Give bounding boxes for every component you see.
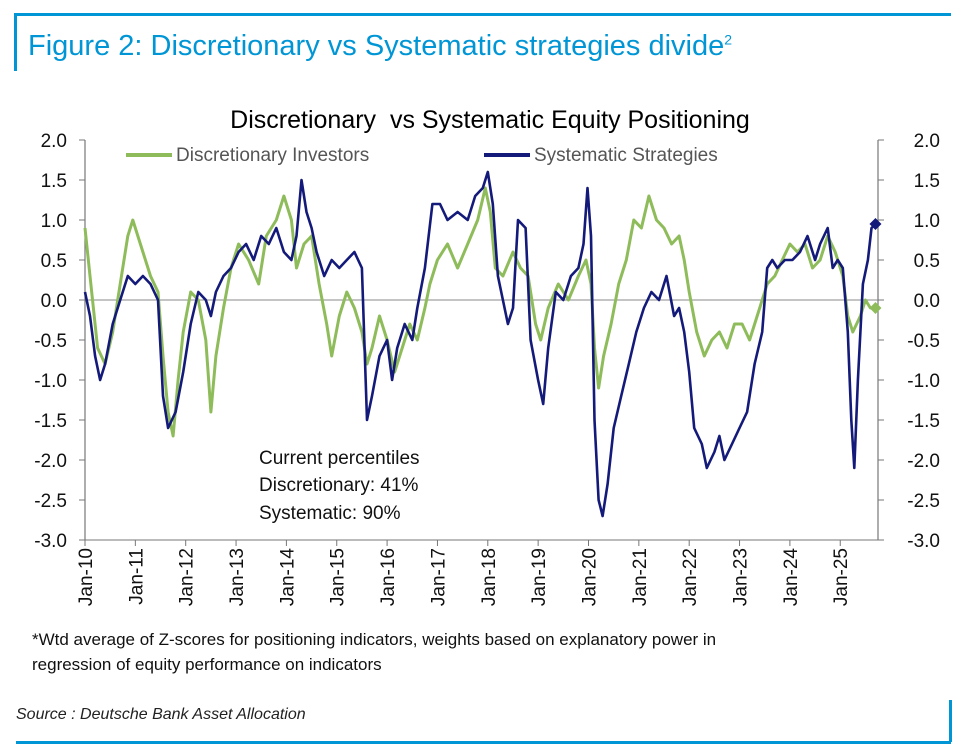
left-y-tick-label: -1.0 [34,371,67,392]
right-border [949,700,952,742]
discretionary-last-marker [869,302,882,314]
annotation-line-2: Discretionary: 41% [259,475,419,496]
footnote-mark: 2 [724,31,733,48]
x-tick-label: Jan-21 [630,548,651,606]
legend-discretionary-label: Discretionary Investors [176,145,369,166]
x-tick-label: Jan-13 [227,548,248,606]
x-tick-label: Jan-23 [731,548,752,606]
left-border [14,13,17,71]
x-tick-label: Jan-24 [781,548,802,607]
discretionary-line [83,186,876,438]
figure-title: Figure 2: Discretionary vs Systematic st… [28,30,732,63]
right-y-tick-label: 2.0 [914,131,940,152]
chart-note-line-1: *Wtd average of Z-scores for positioning… [32,630,716,649]
x-tick-label: Jan-11 [126,548,147,605]
x-tick-label: Jan-15 [328,548,349,606]
percentile-annotation: Current percentiles Discretionary: 41% S… [259,448,420,524]
right-y-tick-label: -3.0 [907,531,940,552]
right-y-tick-label: 1.5 [914,171,940,192]
x-tick-label: Jan-17 [428,548,449,606]
x-tick-label: Jan-19 [529,548,550,606]
left-y-tick-label: 1.0 [41,211,67,232]
systematic-last-marker [869,218,882,230]
left-y-tick-label: -2.0 [34,451,67,472]
right-axis: 2.0 1.5 1.0 0.5 0.0 -0.5 -1.0 -1.5 -2.0 -2.5 -3.0 [877,131,940,552]
series-layer [83,170,882,518]
x-tick-label: Jan-16 [378,548,399,606]
right-y-tick-label: -2.5 [907,491,940,512]
annotation-line-1: Current percentiles [259,448,420,469]
chart-note-line-2: regression of equity performance on indi… [32,655,382,674]
left-y-tick-label: 0.0 [41,291,67,312]
x-tick-label: Jan-22 [680,548,701,606]
right-y-tick-label: -2.0 [907,451,940,472]
right-y-tick-label: 1.0 [914,211,940,232]
left-axis: 2.0 1.5 1.0 0.5 0.0 -0.5 -1.0 -1.5 -2.0 -2.5 -3.0 [34,131,86,552]
bottom-border [16,741,951,744]
x-axis: Jan-10 Jan-11 Jan-12 Jan-13 Jan-14 Jan-15 Jan-… [76,299,878,607]
left-y-tick-label: 1.5 [41,171,67,192]
figure-title-text: Figure 2: Discretionary vs Systematic st… [28,30,725,62]
chart-title: Discretionary vs Systematic Equity Posit… [230,106,750,134]
right-y-tick-label: -1.0 [907,371,940,392]
annotation-line-3: Systematic: 90% [259,503,401,524]
x-tick-label: Jan-12 [177,548,198,606]
x-tick-label: Jan-25 [831,548,852,606]
x-tick-label: Jan-18 [479,548,500,606]
left-y-tick-label: 0.5 [41,251,67,272]
x-tick-label: Jan-10 [76,548,97,606]
x-tick-label: Jan-20 [579,548,600,606]
left-y-tick-label: -2.5 [34,491,67,512]
left-y-tick-label: -0.5 [34,331,67,352]
left-y-tick-label: -3.0 [34,531,67,552]
left-y-tick-label: 2.0 [41,131,67,152]
right-y-tick-label: 0.5 [914,251,940,272]
legend: Discretionary Investors Systematic Strat… [126,145,718,166]
right-y-tick-label: -0.5 [907,331,940,352]
right-y-tick-label: 0.0 [914,291,940,312]
top-border [16,13,951,16]
left-y-tick-label: -1.5 [34,411,67,432]
source-note: Source : Deutsche Bank Asset Allocation [16,706,306,723]
legend-systematic-label: Systematic Strategies [534,145,718,166]
right-y-tick-label: -1.5 [907,411,940,432]
systematic-line [83,170,877,518]
x-tick-label: Jan-14 [277,548,298,607]
